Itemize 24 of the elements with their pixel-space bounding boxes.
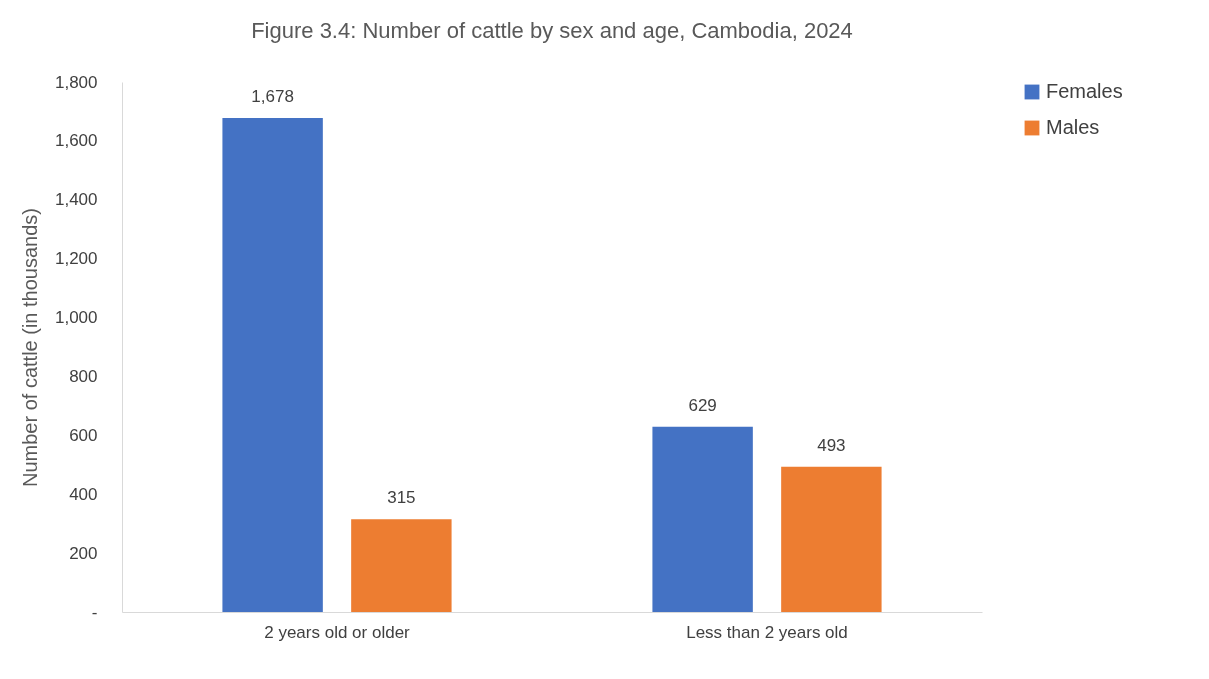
y-tick-label: 800: [69, 366, 98, 386]
y-tick-label: 1,800: [54, 72, 98, 92]
y-axis-title: Number of cattle (in thousands): [18, 207, 41, 488]
y-tick-label: 600: [69, 425, 98, 445]
y-tick-label: -: [91, 602, 98, 622]
y-tick-label: 1,400: [54, 190, 98, 210]
legend-label: Males: [1046, 116, 1100, 138]
data-label: 315: [387, 488, 416, 508]
bar: [652, 426, 753, 612]
data-label: 629: [688, 395, 717, 415]
bar: [781, 466, 882, 612]
chart-title: Figure 3.4: Number of cattle by sex and age, Cambodia, 2024: [251, 18, 853, 43]
bar: [222, 117, 323, 612]
data-label: 493: [817, 435, 846, 455]
y-tick-label: 1,000: [54, 308, 98, 328]
y-tick-label: 200: [69, 543, 98, 563]
y-tick-label: 1,200: [54, 249, 98, 269]
x-tick-label: 2 years old or older: [264, 622, 411, 642]
y-tick-label: 400: [69, 484, 98, 504]
legend-label: Females: [1046, 80, 1123, 102]
y-tick-label: 1,600: [54, 131, 98, 151]
data-label: 1,678: [251, 86, 294, 106]
x-tick-label: Less than 2 years old: [686, 622, 848, 642]
bar: [351, 519, 452, 612]
